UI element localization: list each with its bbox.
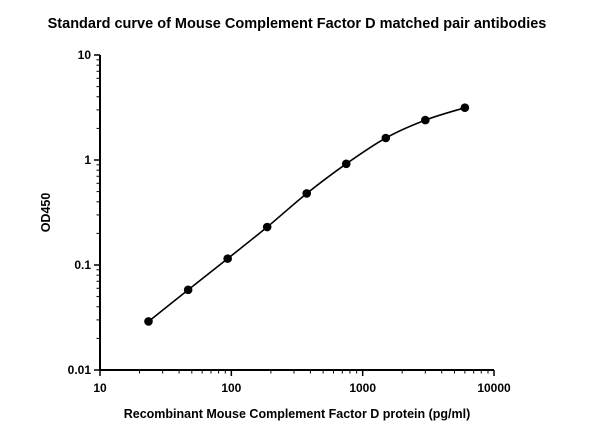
y-axis: 0.01 0.1 1 10 [68,48,101,377]
data-point [223,254,232,263]
data-point [302,189,312,198]
y-tick-label: 0.1 [74,258,91,272]
data-point [381,133,391,143]
x-axis-label: Recombinant Mouse Complement Factor D pr… [124,407,471,421]
x-tick-label: 1000 [349,381,376,395]
fit-curve-line [147,106,466,323]
data-point [421,115,430,125]
x-tick-label: 10 [93,381,107,395]
y-tick-label: 1 [84,153,91,167]
y-tick-label: 0.01 [68,363,92,377]
data-point [144,317,153,326]
data-point [183,285,193,295]
y-tick-label: 10 [78,48,92,62]
x-tick-label: 10000 [477,381,511,395]
data-point [262,222,272,232]
y-axis-label: OD450 [39,193,53,233]
chart-title: Standard curve of Mouse Complement Facto… [48,16,547,32]
x-tick-label: 100 [221,381,241,395]
data-point [460,103,470,112]
data-point [341,159,351,169]
x-axis: 10 100 1000 10000 [93,369,511,395]
